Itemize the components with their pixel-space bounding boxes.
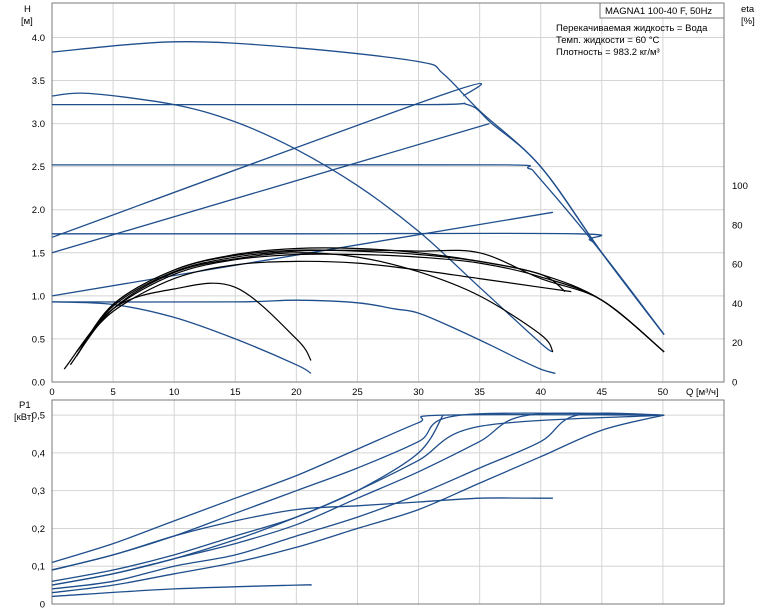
head-y-tick-label: 3.0 bbox=[32, 119, 45, 130]
head-curve-series-16 bbox=[75, 253, 665, 353]
title-box bbox=[599, 2, 725, 19]
power-axis-label: P1 bbox=[19, 400, 31, 411]
power-curve-series-5 bbox=[51, 412, 665, 590]
head-curve-series-17 bbox=[75, 260, 572, 353]
flow-x-tick-label: 40 bbox=[535, 387, 546, 398]
flow-x-tick-label: 30 bbox=[413, 387, 424, 398]
power-y-tick-label: 0,1 bbox=[32, 562, 45, 573]
flow-x-tick-label: 0 bbox=[49, 387, 54, 398]
head-y-tick-label: 3.5 bbox=[32, 76, 45, 87]
power-y-ticks: 0 0,1 0,2 0,3 0,4 0,5 bbox=[32, 411, 45, 611]
head-y-tick-label: 1.5 bbox=[32, 248, 45, 259]
power-y-tick-label: 0,2 bbox=[32, 524, 45, 535]
eta-y-ticks: 0 20 40 60 80 100 bbox=[732, 181, 748, 388]
head-y-tick-label: 0.0 bbox=[32, 378, 45, 389]
power-curve-series-8 bbox=[51, 584, 312, 598]
power-y-tick-label: 0,5 bbox=[32, 411, 45, 422]
head-y-tick-label: 0.5 bbox=[32, 334, 45, 345]
head-y-ticks: 0.0 0.5 1.0 1.5 2.0 2.5 3.0 3.5 4.0 bbox=[32, 33, 45, 389]
power-chart-grid bbox=[51, 400, 724, 605]
flow-x-tick-label: 10 bbox=[169, 387, 180, 398]
flow-x-tick-label: 35 bbox=[474, 387, 485, 398]
power-y-tick-label: 0,4 bbox=[32, 448, 45, 459]
head-curve-series-5 bbox=[51, 301, 312, 374]
head-curve-series-12 bbox=[69, 252, 554, 366]
power-axis-unit: [кВт] bbox=[14, 412, 34, 423]
flow-x-tick-label: 20 bbox=[291, 387, 302, 398]
flow-x-tick-label: 50 bbox=[658, 387, 669, 398]
head-curve-series-3 bbox=[52, 102, 665, 335]
power-curves bbox=[51, 412, 665, 598]
flow-x-tick-label: 15 bbox=[230, 387, 241, 398]
head-y-tick-label: 2.5 bbox=[32, 162, 45, 173]
head-curve-series-8 bbox=[51, 82, 483, 238]
power-y-tick-label: 0,3 bbox=[32, 486, 45, 497]
eta-y-tick-label: 0 bbox=[732, 378, 737, 389]
eta-y-tick-label: 20 bbox=[732, 338, 743, 349]
power-curve-series-1 bbox=[51, 413, 665, 564]
power-chart-frame bbox=[51, 399, 725, 605]
head-chart-grid bbox=[51, 3, 724, 383]
flow-x-tick-label: 25 bbox=[352, 387, 363, 398]
power-curve-series-6 bbox=[51, 414, 665, 594]
chart-title: MAGNA1 100-40 F, 50Hz bbox=[605, 6, 712, 17]
head-curve-series-4 bbox=[51, 299, 556, 375]
head-chart-frame bbox=[51, 2, 725, 383]
annotation-density: Плотность = 983.2 кг/м³ bbox=[556, 47, 660, 58]
flow-x-tick-label: 5 bbox=[110, 387, 115, 398]
head-curve-series-1 bbox=[51, 41, 665, 335]
flow-axis-label: Q [м³/ч] bbox=[686, 387, 719, 398]
eta-y-tick-label: 40 bbox=[732, 299, 743, 310]
head-axis-label: H bbox=[24, 4, 31, 15]
power-curve-series-7 bbox=[51, 497, 553, 571]
head-curves bbox=[51, 41, 665, 375]
power-curve-series-2 bbox=[51, 412, 665, 571]
head-curve-series-9 bbox=[51, 122, 490, 254]
annotation-temperature: Темп. жидкости = 60 °C bbox=[556, 35, 659, 46]
eta-y-tick-label: 80 bbox=[732, 220, 743, 231]
power-curve-series-4 bbox=[51, 412, 665, 586]
power-y-tick-label: 0 bbox=[40, 600, 45, 611]
head-curve-series-2 bbox=[51, 92, 554, 353]
head-curve-series-15 bbox=[75, 249, 665, 357]
eta-y-tick-label: 60 bbox=[732, 260, 743, 271]
eta-y-tick-label: 100 bbox=[732, 181, 748, 192]
head-axis-unit: [м] bbox=[21, 16, 33, 27]
power-curve-series-9 bbox=[51, 414, 444, 586]
head-y-tick-label: 1.0 bbox=[32, 291, 45, 302]
head-y-tick-label: 4.0 bbox=[32, 33, 45, 44]
head-curve-series-7 bbox=[52, 232, 665, 335]
head-curve-series-14 bbox=[75, 247, 665, 357]
eta-axis-label: eta bbox=[741, 4, 755, 15]
annotation-fluid: Перекачиваемая жидкость = Вода bbox=[556, 23, 708, 34]
eta-axis-unit: [%] bbox=[741, 16, 755, 27]
head-y-tick-label: 2.0 bbox=[32, 205, 45, 216]
flow-x-ticks: 0 5 10 15 20 25 30 35 40 45 50 bbox=[49, 387, 668, 398]
flow-x-tick-label: 45 bbox=[597, 387, 608, 398]
